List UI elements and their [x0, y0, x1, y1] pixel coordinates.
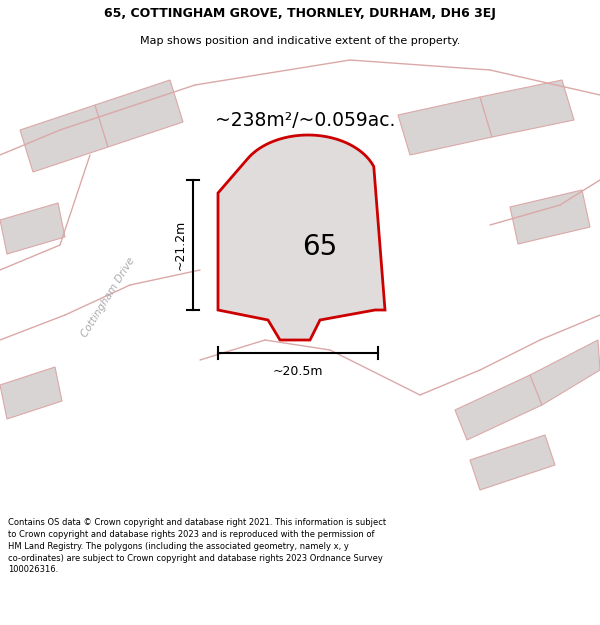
Polygon shape	[530, 340, 600, 405]
Polygon shape	[20, 105, 108, 172]
Text: ~21.2m: ~21.2m	[174, 220, 187, 270]
Text: Contains OS data © Crown copyright and database right 2021. This information is : Contains OS data © Crown copyright and d…	[8, 518, 386, 574]
Text: 65, COTTINGHAM GROVE, THORNLEY, DURHAM, DH6 3EJ: 65, COTTINGHAM GROVE, THORNLEY, DURHAM, …	[104, 8, 496, 20]
Polygon shape	[95, 80, 183, 147]
Polygon shape	[455, 375, 542, 440]
Polygon shape	[510, 190, 590, 244]
Text: ~20.5m: ~20.5m	[273, 365, 323, 378]
Polygon shape	[470, 435, 555, 490]
Text: Map shows position and indicative extent of the property.: Map shows position and indicative extent…	[140, 36, 460, 46]
Text: Cottingham Drive: Cottingham Drive	[79, 256, 137, 339]
Polygon shape	[0, 367, 62, 419]
Polygon shape	[480, 80, 574, 137]
Polygon shape	[0, 203, 65, 254]
Text: ~238m²/~0.059ac.: ~238m²/~0.059ac.	[215, 111, 395, 129]
Text: 65: 65	[302, 233, 338, 261]
Polygon shape	[218, 135, 385, 340]
Polygon shape	[398, 97, 492, 155]
